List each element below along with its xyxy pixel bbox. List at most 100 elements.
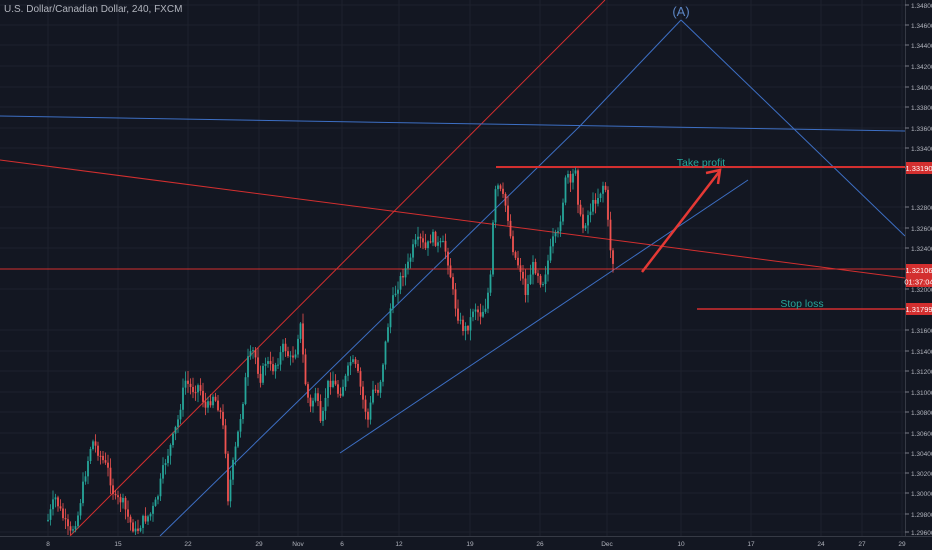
candle-body xyxy=(344,375,347,387)
time-tick-label: 12 xyxy=(395,541,403,548)
candle-body xyxy=(317,393,319,402)
candle-body xyxy=(389,308,392,328)
candle-body xyxy=(449,265,452,278)
candle-body xyxy=(234,446,237,460)
candle-body xyxy=(219,410,222,412)
price-tick-label: 1.31600 xyxy=(911,328,932,335)
red-channel-upper-line[interactable] xyxy=(69,0,606,537)
candle-body xyxy=(444,240,447,252)
candle-body xyxy=(259,373,262,383)
annotation-layer[interactable]: (A) Take profit Stop loss xyxy=(672,4,823,310)
candle-body xyxy=(569,173,572,183)
candle-body xyxy=(487,292,489,309)
price-tick-label: 1.33800 xyxy=(911,105,932,112)
candle-body xyxy=(542,283,544,285)
candle-body xyxy=(547,260,549,275)
candle-body xyxy=(452,277,454,290)
bar-countdown: 01:37:04 xyxy=(904,278,932,287)
stop-loss-label: Stop loss xyxy=(780,298,823,310)
candle-body xyxy=(349,361,352,366)
time-tick-label: 15 xyxy=(114,541,122,548)
candle-body xyxy=(154,499,157,506)
red-descending-line[interactable] xyxy=(0,159,906,279)
candle-body xyxy=(367,411,369,420)
candle-body xyxy=(442,240,444,242)
candle-body xyxy=(299,323,302,339)
price-tick-label: 1.33600 xyxy=(911,126,932,133)
candle-body xyxy=(517,257,519,266)
time-tick-label: 29 xyxy=(255,541,263,548)
candle-body xyxy=(402,276,404,278)
candle-body xyxy=(132,522,134,532)
blue-channel-line[interactable] xyxy=(159,125,581,537)
time-tick-label: Dec xyxy=(601,541,613,548)
candle-body xyxy=(277,364,279,366)
candle-body xyxy=(514,252,517,258)
price-tick-label: 1.32800 xyxy=(911,205,932,212)
candle-body xyxy=(239,419,242,432)
candle-body xyxy=(399,276,402,290)
candle-body xyxy=(464,325,467,331)
price-tick-label: 1.30200 xyxy=(911,471,932,478)
blue-support-line[interactable] xyxy=(339,179,749,454)
candle-body xyxy=(322,410,324,422)
candle-body xyxy=(169,445,172,456)
candle-body xyxy=(199,385,202,391)
candle-body xyxy=(607,189,609,220)
candle-body xyxy=(379,381,382,393)
candle-body xyxy=(584,225,587,229)
candle-body xyxy=(327,380,329,398)
candle-body xyxy=(494,189,497,223)
candle-body xyxy=(207,401,209,408)
candle-body xyxy=(357,363,359,372)
candle-body xyxy=(509,220,512,237)
wave-a-up-leg[interactable] xyxy=(579,19,682,127)
candle-body xyxy=(269,361,272,365)
candle-body xyxy=(282,343,284,353)
candle-body xyxy=(432,231,434,243)
take-profit-arrow[interactable] xyxy=(641,171,720,273)
candle-body xyxy=(274,365,277,372)
time-axis[interactable]: 8 15 22 29 Nov 6 12 19 26 Dec 10 17 24 27 29 xyxy=(0,536,932,549)
candle-body xyxy=(412,244,414,258)
candle-body xyxy=(504,193,507,206)
take-profit-price: 1.33190 xyxy=(905,164,932,173)
candle-body xyxy=(284,343,287,352)
candle-body xyxy=(377,389,379,393)
candle-body xyxy=(477,309,479,313)
candle-body xyxy=(392,295,394,309)
current-price-tag: 1.32106 xyxy=(905,264,932,276)
candle-body xyxy=(414,239,417,245)
candle-body xyxy=(147,516,149,522)
price-tick-label: 1.32000 xyxy=(911,287,932,294)
candle-body xyxy=(149,513,152,517)
price-tick-label: 1.32400 xyxy=(911,246,932,253)
candle-body xyxy=(597,198,599,204)
price-axis-labels: 1.33190 1.32106 01:37:04 1.31799 xyxy=(904,162,932,315)
price-axis[interactable]: 1.34800 1.34600 1.34400 1.34200 1.34000 1.338… xyxy=(905,0,932,537)
blue-resistance-line[interactable] xyxy=(0,115,906,132)
wave-a-down-leg[interactable] xyxy=(680,19,906,237)
candle-body xyxy=(302,323,304,355)
candle-body xyxy=(489,274,492,293)
candle-body xyxy=(92,441,94,450)
candle-body xyxy=(387,327,389,342)
candle-body xyxy=(332,380,334,388)
candle-body xyxy=(577,170,579,205)
candlestick-series[interactable] xyxy=(47,167,614,535)
candle-body xyxy=(397,289,399,294)
candle-body xyxy=(119,497,122,503)
candle-body xyxy=(52,499,54,510)
symbol-title[interactable]: U.S. Dollar/Canadian Dollar, 240, FXCM xyxy=(4,4,183,15)
candle-body xyxy=(364,399,367,412)
price-tick-label: 1.29600 xyxy=(911,530,932,537)
candle-body xyxy=(82,481,84,504)
price-tick-label: 1.31200 xyxy=(911,369,932,376)
candle-body xyxy=(294,354,297,358)
drawing-layer[interactable] xyxy=(0,0,906,537)
candle-body xyxy=(162,465,164,479)
candle-body xyxy=(499,185,502,189)
candle-body xyxy=(492,222,494,275)
time-tick-label: 27 xyxy=(858,541,866,548)
